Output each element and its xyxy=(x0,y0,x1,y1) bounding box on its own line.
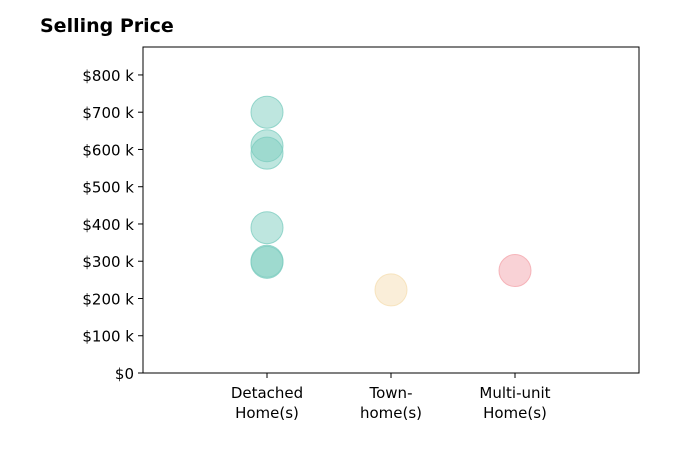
plot-frame xyxy=(142,46,640,374)
data-point xyxy=(250,211,284,245)
x-tick-label: Detached Home(s) xyxy=(231,384,303,422)
y-tick-label: $800 k xyxy=(82,67,134,85)
y-tick-label: $0 xyxy=(115,365,134,383)
chart-title: Selling Price xyxy=(40,15,174,37)
y-tick-label: $700 k xyxy=(82,104,134,122)
data-point xyxy=(250,95,284,129)
y-tick-label: $500 k xyxy=(82,179,134,197)
data-point xyxy=(374,273,408,307)
data-point xyxy=(250,136,284,170)
data-point xyxy=(250,245,284,279)
points-layer xyxy=(250,95,532,307)
y-tick-label: $200 k xyxy=(82,290,134,308)
x-tick-label: Town-home(s) xyxy=(360,384,422,422)
axes-layer: $0 $100 k $200 k $300 k $400 k $500 k $600 k $7… xyxy=(82,67,550,422)
y-tick-label: $600 k xyxy=(82,141,134,159)
x-tick-label: Multi-unit Home(s) xyxy=(479,384,550,422)
y-tick-label: $400 k xyxy=(82,216,134,234)
data-point xyxy=(498,254,532,288)
y-tick-label: $300 k xyxy=(82,253,134,271)
y-tick-label: $100 k xyxy=(82,328,134,346)
